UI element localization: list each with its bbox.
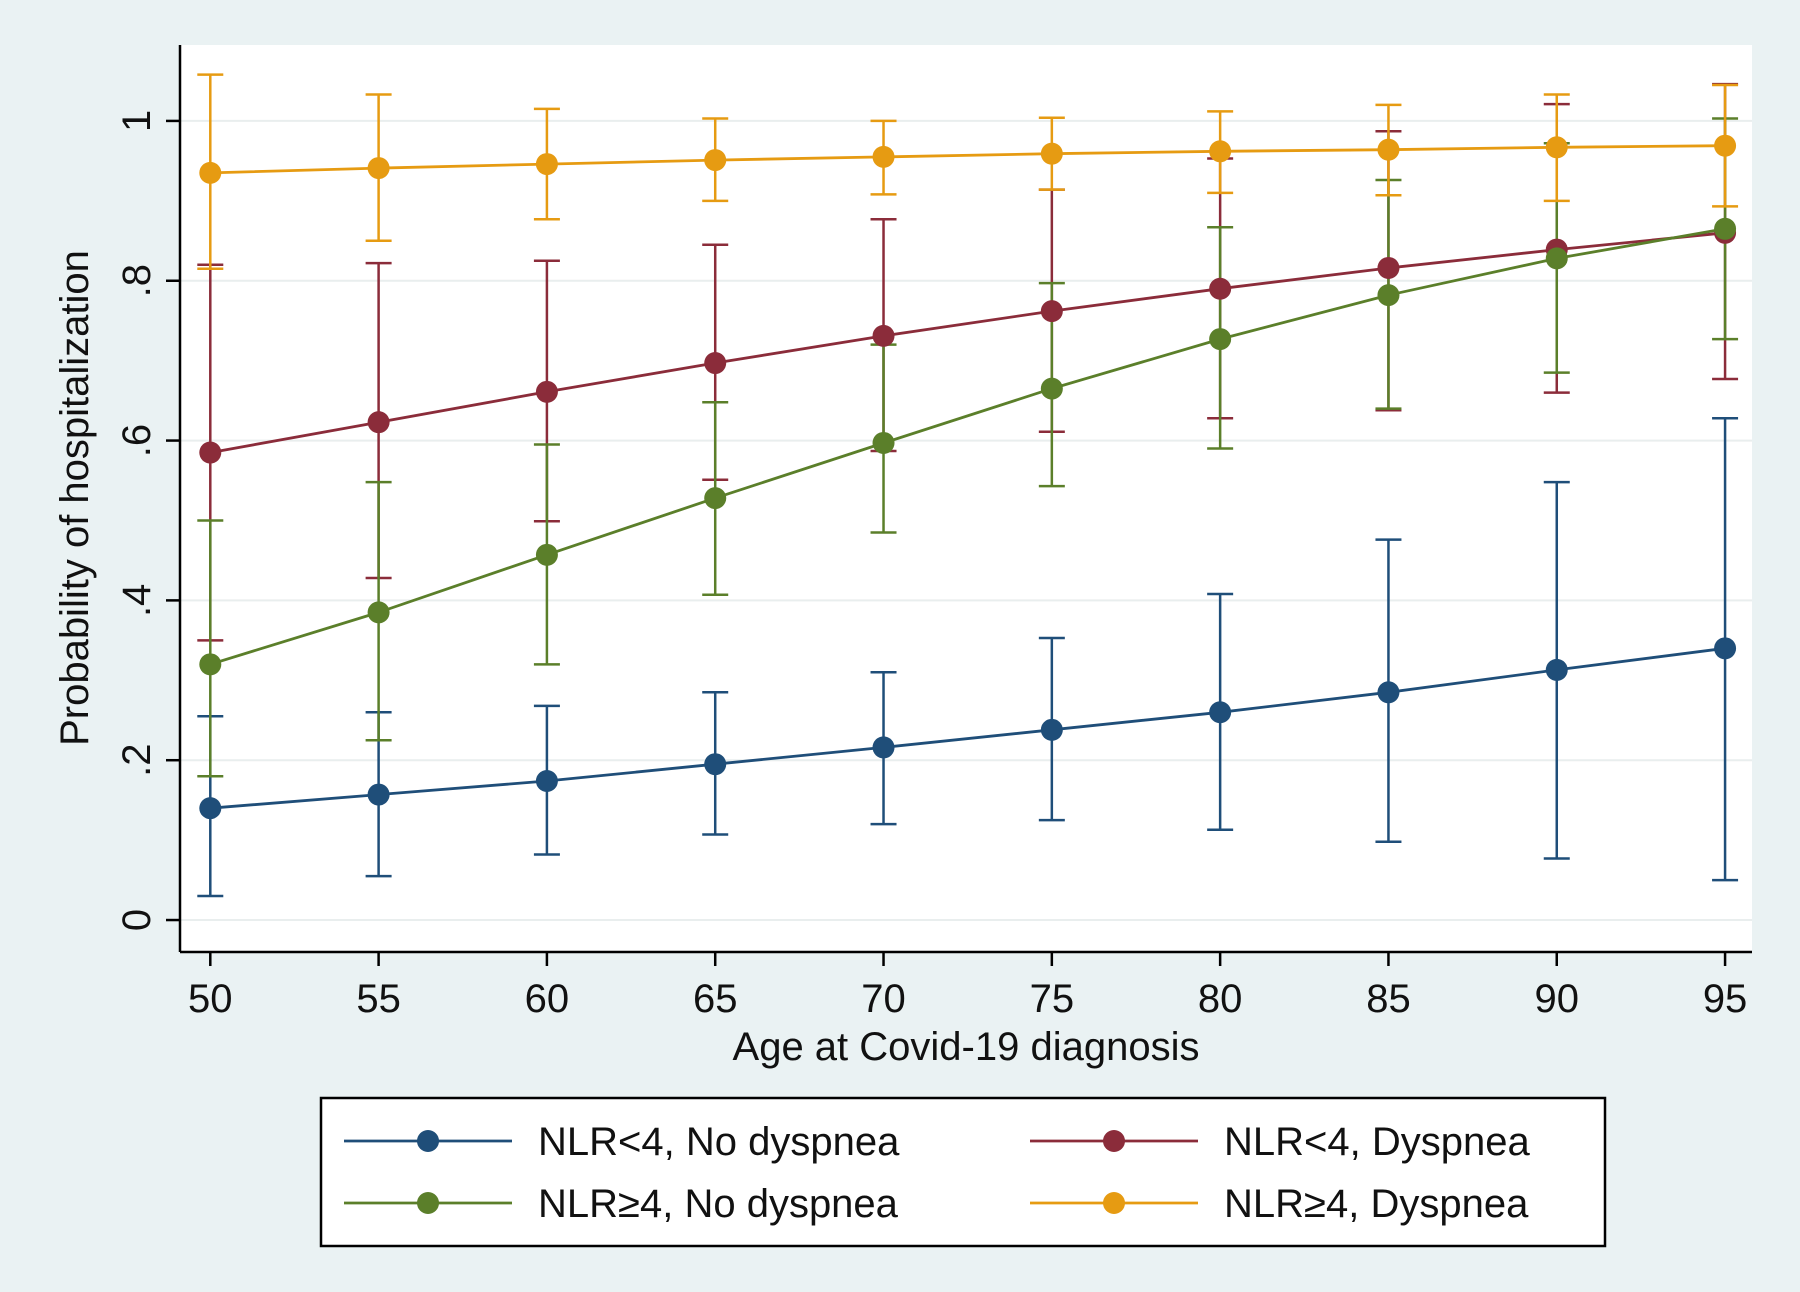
x-tick-label: 80 [1198,977,1243,1021]
axis-ticks: 0 .2 .4 .6 .8 1 50 55 60 65 70 75 80 85 90 95 [115,110,1747,1021]
x-tick-label: 55 [356,977,401,1021]
legend-box [319,1096,1607,1248]
y-axis-title: Probability of hospitalization [53,250,97,746]
data-point [1377,256,1400,279]
y-tick-label: 0 [115,909,159,931]
x-tick-label: 65 [693,977,738,1021]
data-point [1040,377,1063,400]
legend-label: NLR≥4, No dyspnea [538,1182,899,1226]
legend-marker [1103,1130,1125,1152]
series-line [209,227,1726,666]
data-point [367,783,390,806]
data-point [1545,136,1568,159]
data-point [1714,134,1737,157]
data-point [704,149,727,172]
y-tick-label: .8 [115,264,159,297]
data-point [1209,277,1232,300]
x-tick-label: 85 [1366,977,1411,1021]
legend-label: NLR<4, No dyspnea [538,1120,900,1164]
data-point [535,380,558,403]
x-tick-label: 95 [1703,977,1748,1021]
series-line [210,646,1726,810]
data-point [1040,142,1063,165]
x-tick-label: 70 [861,977,906,1021]
plot-area [180,45,1752,952]
data-series [197,73,1739,898]
data-point [872,736,895,759]
legend-entries: NLR<4, No dyspnea NLR<4, Dyspnea NLR≥4, No… [344,1120,1530,1226]
grid-lines [180,119,1752,922]
data-point [1377,284,1400,307]
y-tick-label: .2 [115,744,159,777]
data-point [704,753,727,776]
data-point [1377,681,1400,704]
data-point [199,161,222,184]
data-point [872,145,895,168]
y-tick-label: 1 [115,110,159,132]
y-tick-label: .6 [115,424,159,457]
data-point [367,157,390,180]
data-point [1040,718,1063,741]
data-point [367,411,390,434]
data-point [1714,637,1737,660]
data-point [367,601,390,624]
series-line [210,144,1726,175]
data-point [704,352,727,375]
data-point [535,153,558,176]
x-tick-label: 75 [1030,977,1075,1021]
series-line [210,231,1726,454]
data-point [1209,701,1232,724]
data-point [199,441,222,464]
data-point [704,487,727,510]
data-point [535,543,558,566]
data-point [1040,300,1063,323]
data-point [1377,138,1400,161]
legend: NLR<4, No dyspnea NLR<4, Dyspnea NLR≥4, No… [319,1096,1607,1248]
x-axis-title: Age at Covid-19 diagnosis [733,1025,1200,1069]
x-tick-label: 90 [1535,977,1580,1021]
x-tick-label: 60 [525,977,570,1021]
data-point [1209,328,1232,351]
data-point [1545,247,1568,270]
legend-label: NLR<4, Dyspnea [1224,1120,1530,1164]
data-point [1714,217,1737,240]
data-point [535,769,558,792]
legend-marker [1103,1192,1125,1214]
legend-marker [417,1130,439,1152]
y-tick-label: .4 [115,584,159,617]
data-point [199,797,222,820]
data-point [872,431,895,454]
x-tick-label: 50 [188,977,233,1021]
data-point [872,324,895,347]
data-point [1209,140,1232,163]
legend-label: NLR≥4, Dyspnea [1224,1182,1529,1226]
data-point [199,653,222,676]
legend-marker [417,1192,439,1214]
data-point [1545,658,1568,681]
